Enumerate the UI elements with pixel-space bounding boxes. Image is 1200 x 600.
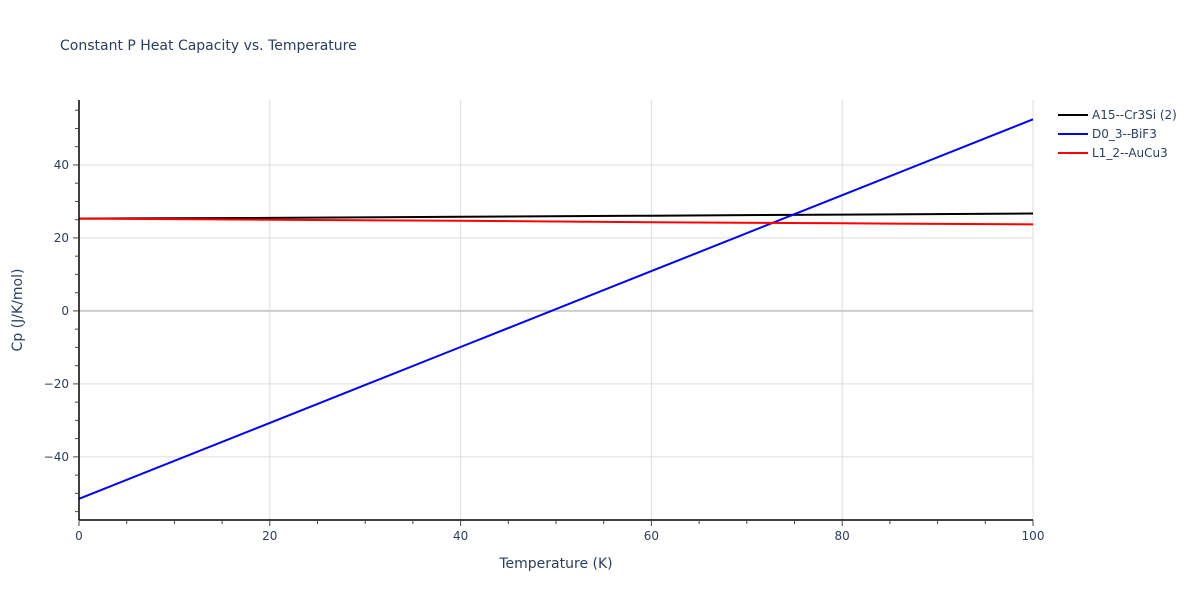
x-tick-label: 40 (453, 529, 468, 543)
legend-item[interactable]: L1_2--AuCu3 (1058, 146, 1168, 160)
series-line[interactable] (78, 212, 1034, 220)
y-tick-label: 0 (61, 304, 69, 318)
x-tick-label: 60 (644, 529, 659, 543)
grid-lines (79, 100, 1034, 520)
series-line[interactable] (78, 217, 1034, 226)
chart-title: Constant P Heat Capacity vs. Temperature (60, 38, 357, 54)
legend-item[interactable]: A15--Cr3Si (2) (1058, 108, 1177, 122)
y-tick-label: 20 (54, 231, 69, 245)
y-axis-title: Cp (J/K/mol) (10, 269, 26, 352)
legend: A15--Cr3Si (2) D0_3--BiF3 L1_2--AuCu3 (1058, 108, 1177, 160)
x-axis: 0 20 40 60 80 100 (75, 519, 1045, 543)
y-tick-label: 40 (54, 158, 69, 172)
series-line[interactable] (78, 118, 1034, 500)
x-tick-label: 80 (835, 529, 850, 543)
legend-label: D0_3--BiF3 (1092, 127, 1157, 141)
x-tick-label: 100 (1022, 529, 1045, 543)
x-axis-title: Temperature (K) (498, 556, 612, 572)
legend-label: L1_2--AuCu3 (1092, 146, 1168, 160)
x-tick-label: 0 (75, 529, 83, 543)
plot-area[interactable] (78, 100, 1034, 520)
y-tick-label: −40 (44, 450, 69, 464)
series-lines (78, 118, 1034, 500)
legend-label: A15--Cr3Si (2) (1092, 108, 1177, 122)
y-axis: −40 −20 0 20 40 (44, 100, 80, 520)
y-tick-label: −20 (44, 377, 69, 391)
legend-item[interactable]: D0_3--BiF3 (1058, 127, 1157, 141)
x-tick-label: 20 (262, 529, 277, 543)
